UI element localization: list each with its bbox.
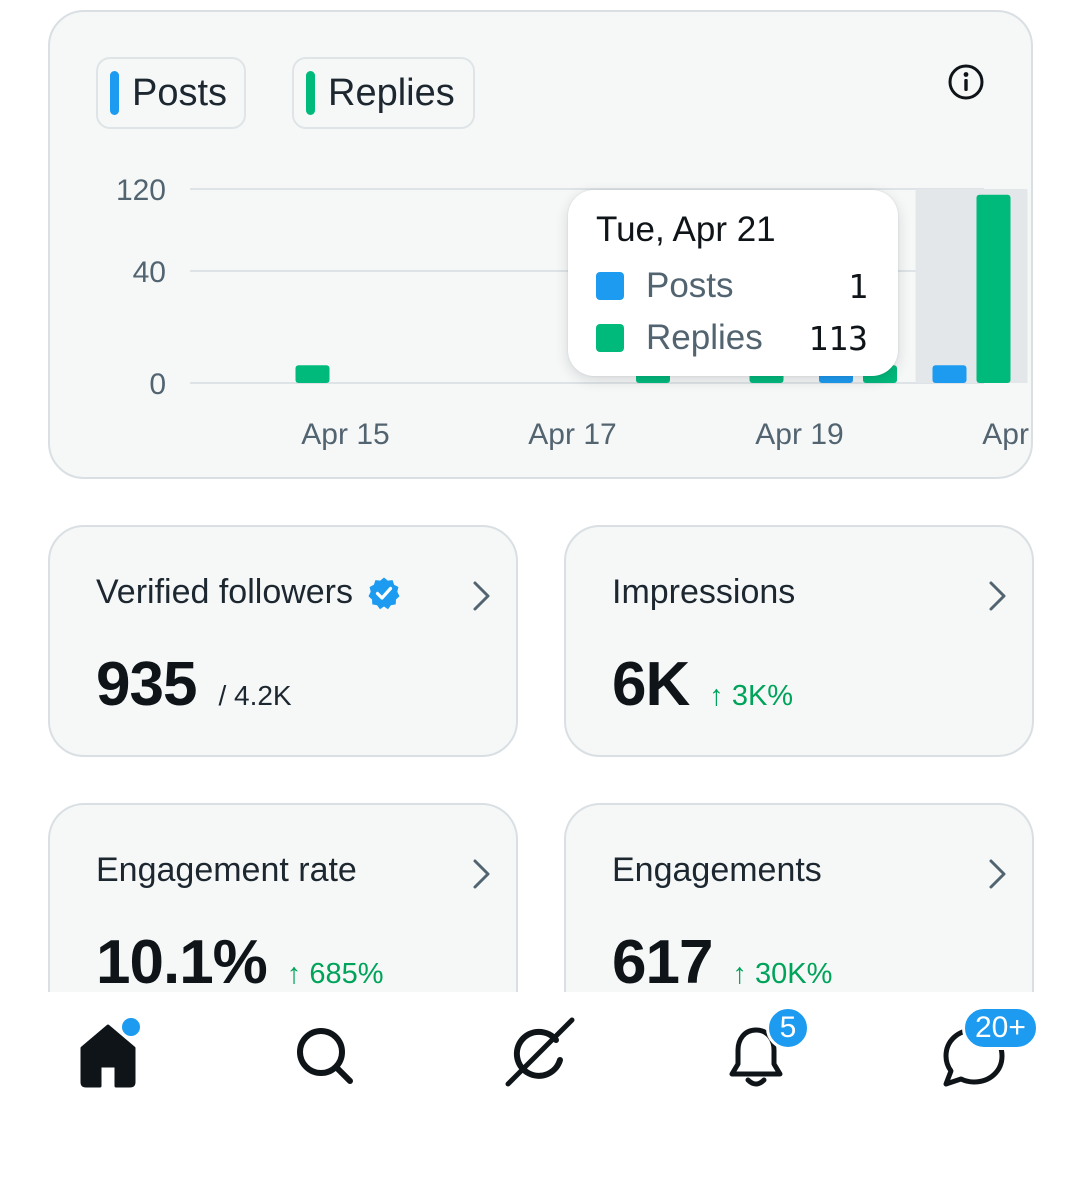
y-tick-label: 40 xyxy=(133,256,166,289)
tab-notifications[interactable]: 5 xyxy=(720,1006,810,1094)
legend-replies-label: Replies xyxy=(328,71,455,114)
verified-followers-title: Verified followers xyxy=(96,573,401,612)
messages-badge: 20+ xyxy=(962,1006,1039,1050)
impressions-change: ↑ 3K% xyxy=(709,680,794,712)
engagements-title: Engagements xyxy=(612,851,822,889)
engagements-change: ↑ 30K% xyxy=(732,958,833,990)
tooltip-replies-label: Replies xyxy=(646,318,763,357)
impressions-value-row: 6K ↑ 3K% xyxy=(612,649,793,720)
engagement-rate-title: Engagement rate xyxy=(96,851,357,889)
chevron-right-icon xyxy=(989,859,1006,889)
chevron-right-icon xyxy=(473,581,490,611)
engagements-value-row: 617 ↑ 30K% xyxy=(612,927,832,998)
info-icon[interactable] xyxy=(946,62,986,102)
legend-replies-toggle[interactable]: Replies xyxy=(292,57,475,129)
chevron-right-icon xyxy=(989,581,1006,611)
chevron-right-icon xyxy=(473,859,490,889)
bottom-tab-bar: 5 20+ xyxy=(0,992,1081,1200)
tooltip-replies-value: 113 xyxy=(808,318,868,358)
legend-posts-toggle[interactable]: Posts xyxy=(96,57,246,129)
chart-card: Posts Replies 120 40 0 Apr 15 Apr 17 Apr 19 A… xyxy=(48,10,1035,479)
home-unread-dot xyxy=(122,1018,140,1036)
verified-followers-value: 935 xyxy=(96,650,197,719)
hover-highlight xyxy=(915,189,1028,383)
verified-followers-label: Verified followers xyxy=(96,573,354,611)
x-tick-label: Apr 21 xyxy=(982,418,1035,451)
replies-swatch xyxy=(596,324,624,352)
engagement-rate-value-row: 10.1% ↑ 685% xyxy=(96,927,384,998)
messages-icon xyxy=(943,1027,1005,1087)
tooltip-date: Tue, Apr 21 xyxy=(596,210,776,249)
tooltip-row-replies: Replies 113 xyxy=(596,316,868,360)
x-tick-label: Apr 17 xyxy=(528,418,616,451)
replies-bar[interactable] xyxy=(976,194,1011,383)
tab-search[interactable] xyxy=(288,1014,360,1094)
tab-home[interactable] xyxy=(72,1014,144,1094)
verified-followers-card[interactable]: Verified followers 935 / 4.2K xyxy=(48,525,518,757)
tooltip-posts-value: 1 xyxy=(848,266,868,306)
tab-grok[interactable] xyxy=(504,1014,576,1094)
search-icon xyxy=(297,1028,353,1084)
engagement-rate-change: ↑ 685% xyxy=(286,958,384,990)
verified-followers-value-row: 935 / 4.2K xyxy=(96,649,292,720)
chart-tooltip: Tue, Apr 21 Posts 1 Replies 113 xyxy=(568,190,898,376)
engagement-rate-value: 10.1% xyxy=(96,928,268,997)
impressions-title: Impressions xyxy=(612,573,796,611)
y-tick-label: 0 xyxy=(149,368,166,401)
x-tick-label: Apr 19 xyxy=(755,418,843,451)
legend-posts-label: Posts xyxy=(132,71,228,114)
engagements-value: 617 xyxy=(612,928,713,997)
y-tick-label: 120 xyxy=(116,174,166,207)
x-tick-label: Apr 15 xyxy=(301,418,389,451)
impressions-card[interactable]: Impressions 6K ↑ 3K% xyxy=(564,525,1034,757)
posts-color-bar xyxy=(110,71,119,115)
impressions-value: 6K xyxy=(612,650,690,719)
verified-badge-icon xyxy=(368,577,400,609)
tooltip-row-posts: Posts 1 xyxy=(596,264,868,308)
replies-color-bar xyxy=(306,71,315,115)
home-icon xyxy=(80,1024,136,1088)
posts-bar[interactable] xyxy=(932,365,967,383)
tab-messages[interactable]: 20+ xyxy=(936,1006,1039,1094)
posts-swatch xyxy=(596,272,624,300)
total-followers: / 4.2K xyxy=(218,680,292,711)
tooltip-posts-label: Posts xyxy=(646,266,734,305)
notifications-badge: 5 xyxy=(766,1006,810,1050)
grok-icon xyxy=(505,1017,575,1087)
replies-bar[interactable] xyxy=(295,365,330,383)
